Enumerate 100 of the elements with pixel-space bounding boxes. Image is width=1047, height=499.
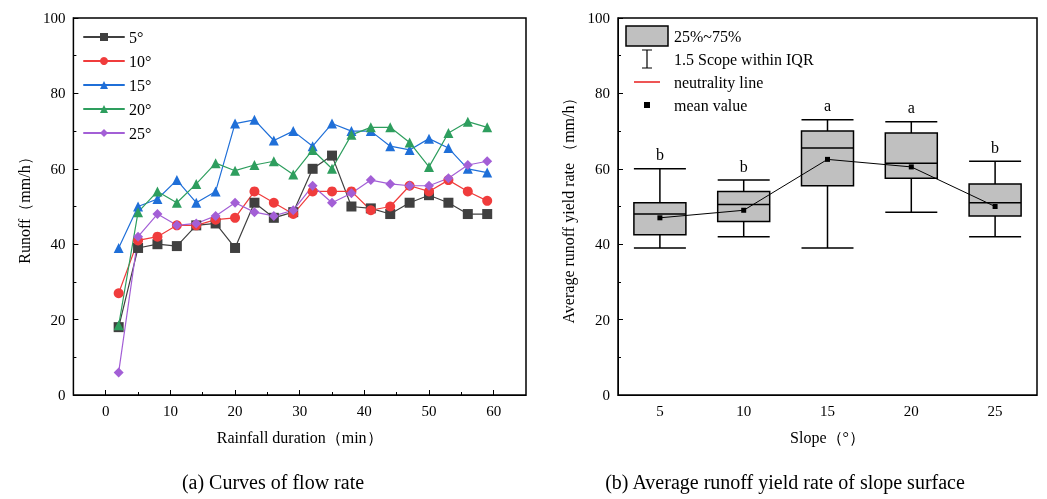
point — [443, 143, 454, 154]
x-tick-label: 10 — [162, 402, 178, 419]
point — [191, 197, 202, 208]
point — [268, 135, 279, 146]
point — [113, 288, 124, 299]
x-tick-label: 60 — [486, 402, 502, 419]
legend-label: 15° — [129, 76, 152, 94]
y-tick-label: 40 — [595, 236, 610, 253]
x-axis-title: Rainfall duration（min） — [216, 428, 383, 446]
point — [230, 197, 241, 208]
point — [424, 161, 435, 172]
point — [327, 197, 338, 208]
point — [385, 178, 396, 189]
y-tick-label: 100 — [42, 10, 66, 26]
point — [443, 197, 454, 208]
point — [171, 175, 182, 186]
x-axis-title: Slope（°） — [790, 428, 865, 447]
y-axis-title: Average runoff yield rate （mm/h） — [560, 89, 579, 324]
point — [327, 186, 338, 197]
y-tick-label: 80 — [50, 85, 66, 102]
y-tick-label: 60 — [50, 160, 66, 177]
point — [992, 204, 998, 209]
point — [249, 197, 260, 208]
point — [443, 127, 454, 138]
annotation: neutrality line — [674, 73, 764, 92]
x-tick-label: 5 — [656, 402, 664, 419]
x-tick-label: 30 — [292, 402, 308, 419]
point — [462, 116, 473, 127]
point — [133, 231, 144, 242]
point — [482, 209, 493, 220]
annotation: b — [739, 157, 748, 175]
point — [365, 175, 376, 186]
y-tick-label: 20 — [595, 311, 610, 328]
point — [307, 180, 318, 191]
x-tick-label: 25 — [987, 402, 1003, 419]
point — [346, 201, 357, 212]
y-axis-title: Runoff（mm/h） — [15, 149, 33, 264]
x-tick-label: 20 — [903, 402, 919, 419]
legend-label: 10° — [129, 52, 152, 70]
annotation: b — [655, 146, 664, 164]
point — [152, 231, 163, 242]
y-tick-label: 60 — [595, 160, 610, 177]
point — [249, 207, 260, 218]
point — [327, 150, 338, 161]
point — [657, 215, 663, 221]
point — [288, 169, 299, 180]
point — [210, 210, 221, 221]
point — [249, 114, 260, 125]
point — [230, 165, 241, 176]
y-tick-label: 20 — [50, 311, 66, 328]
point — [171, 197, 182, 208]
legend-label: 25° — [129, 124, 152, 142]
point — [230, 242, 241, 253]
point — [404, 137, 415, 148]
point — [462, 186, 473, 197]
x-tick-label: 20 — [227, 402, 243, 419]
point — [113, 242, 124, 253]
point — [482, 122, 493, 133]
y-tick-label: 0 — [57, 387, 66, 403]
legend-label: 5° — [129, 28, 144, 46]
y-tick-label: 100 — [587, 10, 610, 26]
point — [482, 156, 493, 167]
y-tick-label: 80 — [595, 85, 610, 102]
annotation: b — [991, 138, 1000, 156]
point — [385, 141, 396, 152]
point — [171, 241, 182, 252]
x-tick-label: 50 — [421, 402, 437, 419]
point — [268, 156, 279, 167]
point — [825, 156, 830, 162]
annotation: 1.5 Scope within IQR — [674, 50, 814, 69]
point — [191, 178, 202, 189]
point — [327, 163, 338, 174]
legend-label: 25%~75% — [674, 27, 742, 45]
point — [288, 126, 299, 137]
point — [482, 195, 493, 206]
point — [307, 163, 318, 174]
point — [133, 207, 144, 218]
point — [113, 367, 124, 378]
point — [404, 197, 415, 208]
point — [482, 167, 493, 178]
point — [385, 201, 396, 212]
point — [365, 122, 376, 133]
annotation: a — [823, 97, 832, 115]
point — [462, 209, 473, 220]
point — [327, 118, 338, 129]
point — [249, 186, 260, 197]
x-tick-label: 15 — [820, 402, 835, 419]
point — [741, 207, 747, 213]
point — [268, 197, 279, 208]
point — [424, 180, 435, 191]
y-tick-label: 40 — [50, 236, 66, 253]
point — [210, 186, 221, 197]
point — [385, 122, 396, 133]
point — [152, 209, 163, 220]
point — [249, 160, 260, 171]
text: (a) Curves of flow rate — [181, 471, 365, 494]
point — [908, 164, 914, 170]
y-tick-label: 0 — [602, 387, 610, 403]
x-tick-label: 0 — [101, 402, 110, 419]
legend-label: 20° — [129, 100, 152, 118]
